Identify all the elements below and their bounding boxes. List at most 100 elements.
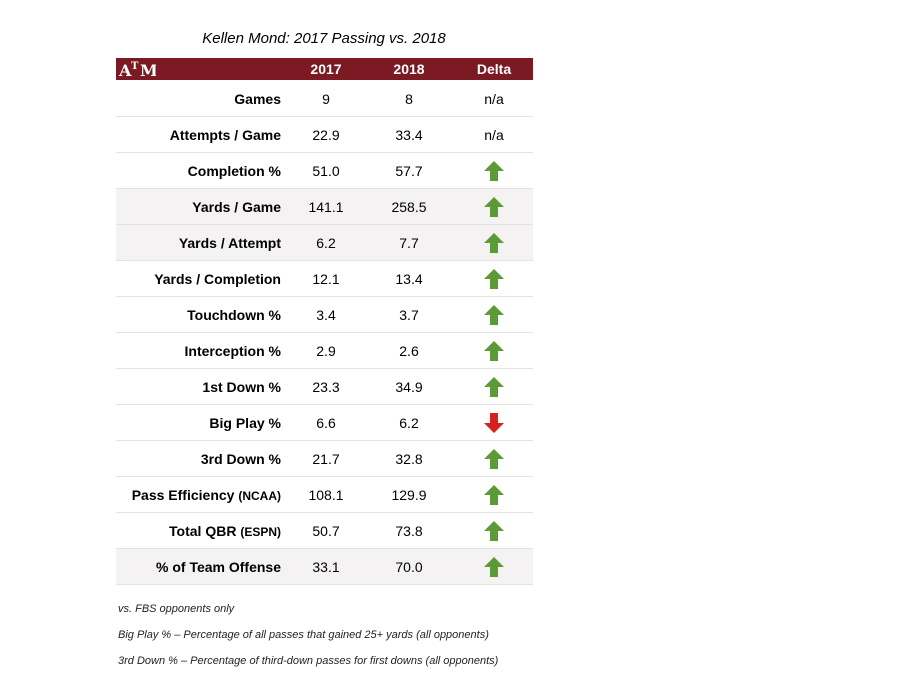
row-label: Pass Efficiency (NCAA) xyxy=(132,477,281,514)
row-label: 1st Down % xyxy=(202,369,281,405)
value-2017: 2.9 xyxy=(316,343,336,359)
arrow-up-icon xyxy=(484,269,504,289)
row-label: Interception % xyxy=(185,333,281,369)
value-2017: 108.1 xyxy=(308,487,344,503)
value-2017: 141.1 xyxy=(308,199,344,215)
value-2018: 8 xyxy=(405,91,413,107)
arrow-up-icon xyxy=(484,197,504,217)
row-label-text: Attempts / Game xyxy=(169,127,281,143)
value-2017: 50.7 xyxy=(312,523,340,539)
table-row: Yards / Game 141.1 258.5 xyxy=(116,189,533,225)
arrow-down-icon xyxy=(484,413,504,433)
footnote-3: 3rd Down % – Percentage of third-down pa… xyxy=(118,655,499,667)
row-label-text: Interception % xyxy=(184,343,281,359)
atm-logo-icon: A T M xyxy=(118,60,156,78)
table-header: A T M 2017 2018 Delta xyxy=(116,58,533,80)
value-2017: 3.4 xyxy=(316,307,336,323)
arrow-up-icon xyxy=(484,377,504,397)
table-row: Yards / Completion 12.1 13.4 xyxy=(116,261,533,297)
row-label: Big Play % xyxy=(209,405,281,441)
table-row: Games 9 8 n/a xyxy=(116,81,533,117)
value-delta: n/a xyxy=(484,91,504,107)
row-label-text: % of Team Offense xyxy=(156,559,281,575)
footnote-1: vs. FBS opponents only xyxy=(118,603,235,615)
row-label: Completion % xyxy=(188,153,281,189)
table-row: Touchdown % 3.4 3.7 xyxy=(116,297,533,333)
row-label-text: Pass Efficiency xyxy=(131,487,235,503)
value-2017: 6.6 xyxy=(316,415,336,431)
header-delta: Delta xyxy=(476,61,512,77)
arrow-up-icon xyxy=(484,233,504,253)
value-2017: 12.1 xyxy=(312,271,340,287)
row-label-text: Total QBR xyxy=(169,523,237,539)
row-label-text: Games xyxy=(234,91,281,107)
row-label-text: 3rd Down % xyxy=(200,451,281,467)
table-row: Total QBR (ESPN) 50.7 73.8 xyxy=(116,513,533,549)
value-2018: 34.9 xyxy=(395,379,423,395)
row-label: Touchdown % xyxy=(187,297,281,333)
value-delta: n/a xyxy=(484,127,504,143)
table-title: Kellen Mond: 2017 Passing vs. 2018 xyxy=(202,30,446,47)
table-row: Completion % 51.0 57.7 xyxy=(116,153,533,189)
table-row: Pass Efficiency (NCAA) 108.1 129.9 xyxy=(116,477,533,513)
row-label: Games xyxy=(234,81,281,117)
value-2018: 3.7 xyxy=(399,307,419,323)
value-2018: 73.8 xyxy=(395,523,423,539)
table-row: Yards / Attempt 6.2 7.7 xyxy=(116,225,533,261)
arrow-up-icon xyxy=(484,557,504,577)
table-row: 1st Down % 23.3 34.9 xyxy=(116,369,533,405)
row-label-source: (ESPN) xyxy=(240,525,281,539)
svg-text:M: M xyxy=(140,61,156,78)
value-2018: 7.7 xyxy=(399,235,419,251)
svg-text:A: A xyxy=(118,61,132,78)
row-label-text: 1st Down % xyxy=(202,379,281,395)
row-label: Yards / Completion xyxy=(154,261,281,297)
value-2017: 23.3 xyxy=(312,379,340,395)
table-row: Interception % 2.9 2.6 xyxy=(116,333,533,369)
arrow-up-icon xyxy=(484,161,504,181)
row-label: 3rd Down % xyxy=(201,441,281,477)
stats-table: Games 9 8 n/a Attempts / Game 22.9 33.4 n/a Comp… xyxy=(116,81,533,585)
row-label-text: Touchdown % xyxy=(187,307,281,323)
arrow-up-icon xyxy=(484,449,504,469)
header-2018: 2018 xyxy=(393,61,425,77)
value-2018: 32.8 xyxy=(395,451,423,467)
header-2017: 2017 xyxy=(310,61,342,77)
row-label: Yards / Game xyxy=(192,189,281,225)
value-2018: 129.9 xyxy=(391,487,427,503)
value-2018: 57.7 xyxy=(395,163,423,179)
table-row: 3rd Down % 21.7 32.8 xyxy=(116,441,533,477)
row-label: Total QBR (ESPN) xyxy=(169,513,281,550)
row-label-text: Big Play % xyxy=(209,415,281,431)
value-2018: 33.4 xyxy=(395,127,423,143)
value-2017: 21.7 xyxy=(312,451,340,467)
row-label: Attempts / Game xyxy=(170,117,281,153)
arrow-up-icon xyxy=(484,485,504,505)
arrow-up-icon xyxy=(484,341,504,361)
value-2017: 33.1 xyxy=(312,559,340,575)
row-label-text: Yards / Completion xyxy=(154,271,281,287)
row-label-text: Completion % xyxy=(187,163,281,179)
row-label-text: Yards / Game xyxy=(192,199,281,215)
value-2017: 9 xyxy=(322,91,330,107)
value-2017: 6.2 xyxy=(316,235,336,251)
value-2018: 6.2 xyxy=(399,415,419,431)
svg-text:T: T xyxy=(131,61,139,72)
footnote-2: Big Play % – Percentage of all passes th… xyxy=(118,629,489,641)
row-label: % of Team Offense xyxy=(156,549,281,585)
table-row: % of Team Offense 33.1 70.0 xyxy=(116,549,533,585)
arrow-up-icon xyxy=(484,521,504,541)
table-row: Attempts / Game 22.9 33.4 n/a xyxy=(116,117,533,153)
value-2018: 13.4 xyxy=(395,271,423,287)
table-row: Big Play % 6.6 6.2 xyxy=(116,405,533,441)
value-2018: 70.0 xyxy=(395,559,423,575)
value-2018: 258.5 xyxy=(391,199,427,215)
row-label-source: (NCAA) xyxy=(238,489,281,503)
footnotes: vs. FBS opponents only Big Play % – Perc… xyxy=(118,596,498,674)
arrow-up-icon xyxy=(484,305,504,325)
row-label: Yards / Attempt xyxy=(179,225,281,261)
value-2018: 2.6 xyxy=(399,343,419,359)
value-2017: 51.0 xyxy=(312,163,340,179)
value-2017: 22.9 xyxy=(312,127,340,143)
row-label-text: Yards / Attempt xyxy=(178,235,281,251)
